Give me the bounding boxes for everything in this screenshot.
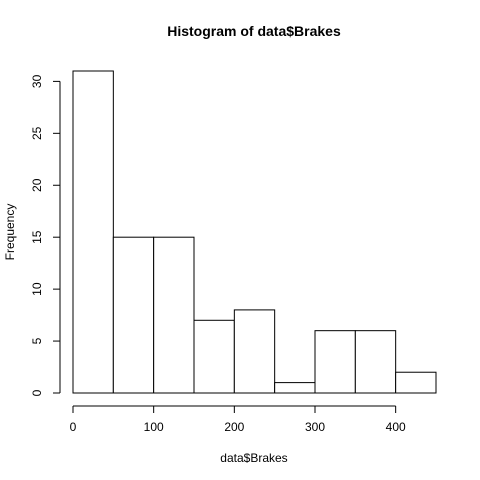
y-tick-label: 10: [30, 282, 44, 296]
y-tick-label: 0: [30, 389, 44, 396]
histogram-bar-8: [395, 371, 437, 394]
histogram-bar-3: [193, 319, 235, 394]
x-tick-label: 200: [224, 420, 244, 434]
histogram-bar-2: [153, 236, 195, 394]
y-axis-label: Frequency: [3, 204, 17, 261]
x-tick-label: 100: [144, 420, 164, 434]
y-tick-label: 15: [30, 230, 44, 244]
y-tick-label: 20: [30, 178, 44, 192]
y-tick-label: 30: [30, 74, 44, 88]
histogram-bar-5: [274, 382, 316, 394]
x-tick-label: 300: [305, 420, 325, 434]
x-tick-label: 400: [386, 420, 406, 434]
chart-title: Histogram of data$Brakes: [167, 23, 341, 39]
bars-group: [72, 70, 437, 394]
histogram-bar-1: [112, 236, 155, 394]
y-tick-label: 25: [30, 126, 44, 140]
x-axis: 0 100 200 300 400: [70, 405, 406, 434]
histogram-bar-0: [72, 70, 114, 394]
x-tick-label: 0: [70, 420, 77, 434]
histogram-bar-4: [233, 309, 276, 394]
histogram-bar-7: [354, 330, 397, 394]
y-tick-label: 5: [30, 337, 44, 344]
x-axis-label: data$Brakes: [220, 451, 287, 465]
histogram-bar-6: [314, 330, 356, 394]
y-axis: 0 5 10 15 20 25 30: [30, 74, 61, 396]
